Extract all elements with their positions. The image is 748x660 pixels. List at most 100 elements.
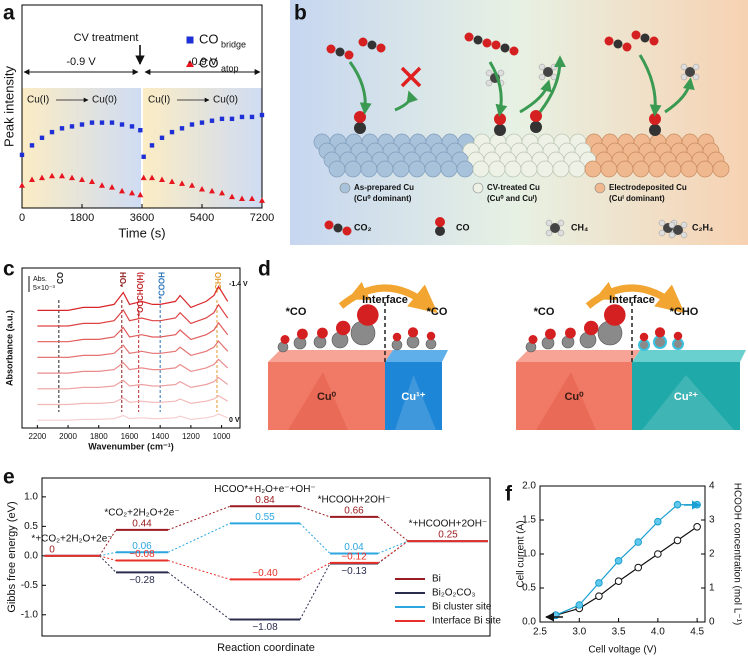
surface-atom	[600, 160, 618, 178]
phase-shading	[22, 88, 141, 208]
data-point	[169, 129, 175, 135]
data-point	[693, 523, 701, 531]
atom-o	[530, 110, 542, 122]
data-point	[239, 114, 245, 120]
atom-o	[491, 40, 501, 50]
legend-label: CO	[199, 31, 219, 46]
atom-o	[494, 113, 506, 125]
y2-tick-label: 4	[709, 481, 715, 492]
spectrum	[37, 303, 229, 327]
adsorbate-atom	[672, 338, 684, 350]
y2-tick-label: 1	[709, 583, 715, 594]
surface-atom	[504, 160, 522, 178]
y-axis-title: Peak intensity	[1, 66, 16, 147]
crystal-block	[268, 350, 393, 362]
adsorbate-atom	[297, 328, 308, 340]
y-tick-label: 0.5	[522, 583, 536, 594]
surface-key	[594, 182, 606, 194]
y-tick-label: 1.5	[522, 515, 536, 526]
annotation: Cu(0)	[213, 95, 238, 106]
data-point	[69, 174, 75, 181]
data-point	[249, 114, 255, 120]
x-tick-label: 4.5	[690, 627, 704, 638]
surface-key	[472, 182, 484, 194]
value-label: 0.04	[344, 542, 364, 553]
value-label: 0.25	[438, 530, 458, 541]
value-label: −0.13	[341, 566, 367, 577]
interface-label: Interface	[609, 294, 655, 306]
atom-h	[538, 73, 546, 81]
reaction-arrow	[348, 61, 372, 115]
atom-h	[680, 73, 688, 81]
surface-atom	[392, 160, 410, 178]
annotation: CV treatment	[74, 32, 139, 44]
atom-o	[622, 42, 632, 52]
x-tick-label: 3600	[130, 212, 154, 224]
data-point	[119, 122, 125, 127]
data-point	[179, 126, 185, 131]
data-point	[189, 182, 195, 188]
crystal-block	[385, 362, 442, 430]
surface-atom	[696, 160, 714, 178]
y-tick-label: 1.0	[522, 549, 536, 560]
data-point	[673, 536, 682, 545]
x-tick-label: 0	[19, 212, 25, 224]
surface-atom	[424, 160, 442, 178]
surface-label: CV-treated Cu	[487, 183, 540, 192]
state-label: *+HCOOH+2OH⁻	[409, 519, 488, 530]
peak-label: CO	[56, 272, 65, 284]
panel-label: f	[505, 483, 513, 506]
atom-c	[500, 43, 510, 53]
atom-c	[354, 122, 366, 134]
surface-label: Electrodeposited Cu	[609, 183, 687, 192]
x-tick-label: 5400	[190, 212, 214, 224]
adsorbate-atom	[357, 304, 379, 326]
x-axis-title: Time (s)	[118, 225, 165, 240]
panel-label: b	[294, 2, 307, 25]
adsorbate-atom	[406, 335, 420, 349]
atom-h	[692, 73, 700, 81]
legend-label: Bi₂O₂CO₃	[432, 588, 476, 599]
atom-c	[640, 33, 650, 43]
data-point	[575, 601, 584, 609]
surface-atom	[632, 160, 650, 178]
data-point	[159, 176, 165, 183]
adsorbate-atom	[604, 304, 626, 326]
reaction-arrow	[664, 77, 695, 114]
connector	[377, 516, 409, 542]
series-line	[555, 504, 698, 616]
y-axis-title: Gibbs free energy (eV)	[6, 501, 18, 612]
atom-o	[358, 37, 368, 47]
panel-label: a	[3, 2, 15, 25]
atom-o	[326, 44, 336, 54]
data-point	[99, 120, 105, 125]
atom-c	[530, 121, 542, 133]
atom-c	[473, 35, 483, 45]
atom-h	[680, 63, 688, 71]
value-label: 0.66	[344, 506, 364, 517]
x-tick-label: 1800	[90, 432, 108, 441]
y2-tick-label: 0	[709, 617, 715, 628]
data-point	[49, 172, 55, 179]
atom-o	[631, 30, 641, 40]
surface-atom	[712, 160, 730, 178]
value-label: 0.55	[255, 512, 275, 523]
plot-frame	[21, 267, 241, 429]
annotation: -0.9 V	[66, 56, 96, 68]
adsorbate-atom	[391, 339, 403, 351]
surface-atom	[328, 160, 346, 178]
data-point	[119, 187, 125, 194]
connector	[99, 555, 117, 562]
data-point	[249, 195, 255, 202]
atom-h	[538, 63, 546, 71]
data-point	[614, 577, 623, 586]
y-tick-label: 2.0	[522, 481, 536, 492]
y-tick-label: -1.0	[21, 609, 39, 620]
data-point	[654, 517, 662, 526]
data-point	[199, 120, 205, 125]
atom-c	[550, 223, 560, 233]
surface-atom	[584, 160, 602, 178]
phase-label: Cu⁰	[564, 391, 584, 403]
data-point	[229, 116, 235, 122]
